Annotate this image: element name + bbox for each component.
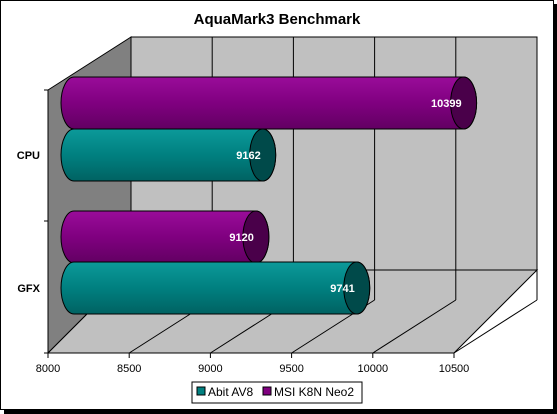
bar-cpu-abit-av8: 9162 xyxy=(60,128,277,182)
bar-body xyxy=(60,261,371,315)
bar-end-cap xyxy=(450,76,478,130)
value-axis-ticks: 8000 8500 9000 9500 10000 10500 xyxy=(36,353,470,375)
legend-swatch-abit-av8 xyxy=(196,386,206,396)
bar-gfx-abit-av8: 9741 xyxy=(60,261,371,315)
bar-end-cap xyxy=(249,128,277,182)
bar-body xyxy=(60,76,478,130)
legend-swatch-msi-k8n-neo2 xyxy=(262,386,272,396)
value-tick-label: 10500 xyxy=(439,363,470,375)
legend-label-msi-k8n-neo2: MSI K8N Neo2 xyxy=(274,385,354,399)
value-tick-label: 9000 xyxy=(198,363,222,375)
bar-value-label: 9741 xyxy=(330,283,354,295)
bar-end-cap xyxy=(343,261,371,315)
value-tick-label: 9500 xyxy=(279,363,303,375)
bar-value-label: 9162 xyxy=(236,150,260,162)
category-label-cpu: CPU xyxy=(17,150,40,162)
bar-cpu-msi-k8n-neo2: 10399 xyxy=(60,76,478,130)
gridline-floor xyxy=(372,299,457,354)
legend-label-abit-av8: Abit AV8 xyxy=(208,385,253,399)
value-tick-label: 10000 xyxy=(358,363,389,375)
chart-shadow-bottom xyxy=(4,410,557,414)
gridline-floor xyxy=(453,299,538,354)
bar-value-label: 9120 xyxy=(229,232,253,244)
bar-value-label: 10399 xyxy=(431,98,462,110)
legend-box xyxy=(191,381,363,404)
chart-shadow-right xyxy=(554,4,557,414)
bars: 10399 9162 9120 9741 xyxy=(60,76,478,315)
value-tick-label: 8000 xyxy=(36,363,60,375)
legend: Abit AV8 MSI K8N Neo2 xyxy=(191,381,363,404)
chart-title: AquaMark3 Benchmark xyxy=(194,11,361,28)
bar-gfx-msi-k8n-neo2: 9120 xyxy=(60,210,270,264)
category-label-gfx: GFX xyxy=(17,283,40,295)
value-tick-label: 8500 xyxy=(117,363,141,375)
